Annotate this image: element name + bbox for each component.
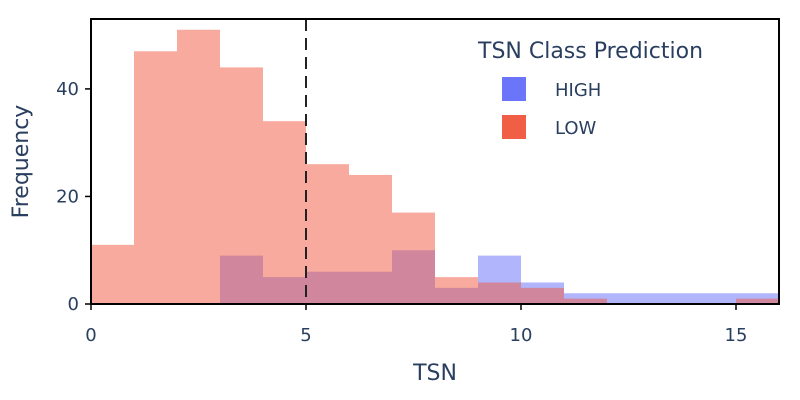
bar-low-bin-9[interactable] (478, 282, 521, 304)
bar-low-bin-11[interactable] (564, 298, 607, 304)
y-axis-title: Frequency (9, 105, 34, 219)
bar-high-bin-12[interactable] (607, 293, 650, 304)
x-axis-title: TSN (412, 361, 457, 386)
x-tick-label-15: 15 (725, 325, 748, 346)
bars-layer (91, 29, 779, 304)
legend: TSN Class Prediction HIGH LOW (477, 39, 703, 139)
x-tick-label-5: 5 (300, 325, 311, 346)
bar-low-bin-15[interactable] (736, 298, 779, 304)
legend-label-low[interactable]: LOW (555, 118, 597, 139)
bar-low-bin-10[interactable] (521, 287, 564, 304)
bar-low-bin-4[interactable] (263, 121, 306, 304)
bar-high-bin-11[interactable] (564, 293, 607, 304)
bar-low-bin-2[interactable] (177, 29, 220, 304)
bar-high-bin-14[interactable] (693, 293, 736, 304)
x-tick-label-10: 10 (510, 325, 533, 346)
legend-label-high[interactable]: HIGH (555, 80, 601, 101)
bar-low-bin-1[interactable] (134, 51, 177, 304)
y-tick-label-20: 20 (56, 186, 79, 207)
x-tick-label-0: 0 (85, 325, 96, 346)
bar-high-bin-15[interactable] (736, 293, 779, 304)
axes-layer: 0 5 10 15 0 20 40 (56, 79, 747, 346)
plot-frame (90, 18, 780, 305)
bar-low-bin-6[interactable] (349, 174, 392, 304)
bar-low-bin-5[interactable] (306, 164, 349, 304)
bar-high-bin-13[interactable] (650, 293, 693, 304)
y-tick-label-40: 40 (56, 79, 79, 100)
bar-low-bin-7[interactable] (392, 212, 435, 304)
legend-swatch-high[interactable] (502, 77, 526, 101)
bar-low-bin-8[interactable] (435, 277, 478, 304)
legend-swatch-low[interactable] (502, 115, 526, 139)
y-tick-label-0: 0 (68, 294, 79, 315)
legend-title: TSN Class Prediction (477, 39, 703, 64)
bar-low-bin-0[interactable] (91, 244, 134, 304)
bar-low-bin-3[interactable] (220, 67, 263, 304)
